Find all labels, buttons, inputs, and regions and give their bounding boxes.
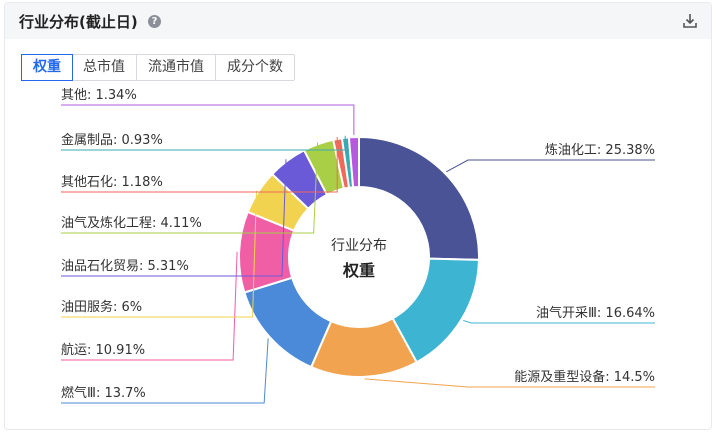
card-header: 行业分布(截止日) ? [5,3,711,39]
slice-label-3: 能源及重型设备: 14.5% [514,369,655,385]
chart-center-title: 行业分布 [331,238,387,254]
slice-label-2: 油气开采Ⅲ: 16.64% [536,305,655,321]
leader-line-7 [61,159,287,277]
metric-tabs: 权重 总市值 流通市值 成分个数 [21,54,295,81]
leader-line-4 [61,338,269,404]
chart-center-metric: 权重 [342,261,375,280]
slice-label-6: 油田服务: 6% [61,299,142,315]
leader-line-11 [61,104,355,136]
leader-line-3 [364,378,655,388]
help-icon[interactable]: ? [148,15,161,28]
leader-line-1 [446,159,655,173]
slice-label-10: 金属制品: 0.93% [61,132,163,148]
tab-constituent-count[interactable]: 成分个数 [227,59,283,75]
tab-float-market-cap[interactable]: 流通市值 [137,55,216,80]
slice-label-8: 油气及炼化工程: 4.11% [61,215,202,231]
leader-line-2 [463,319,655,324]
export-icon[interactable] [681,12,699,30]
leader-line-6 [61,190,258,318]
leader-line-8 [61,142,319,234]
slice-label-11: 其他: 1.34% [61,88,137,103]
slice-label-4: 燃气Ⅲ: 13.7% [61,385,146,401]
card-title: 行业分布(截止日) [19,13,138,31]
leader-line-10 [61,135,346,151]
slice-label-1: 炼油化工: 25.38% [545,143,655,158]
donut-slice-4[interactable] [243,276,333,369]
leader-line-9 [61,136,338,193]
tab-total-market-cap[interactable]: 总市值 [72,55,137,80]
slice-label-5: 航运: 10.91% [61,342,145,358]
slice-label-7: 油品石化贸易: 5.31% [61,259,189,274]
donut-slice-11[interactable] [347,135,360,189]
leader-line-5 [61,251,238,361]
slice-label-9: 其他石化: 1.18% [61,175,163,190]
tab-weight[interactable]: 权重 [21,54,73,81]
